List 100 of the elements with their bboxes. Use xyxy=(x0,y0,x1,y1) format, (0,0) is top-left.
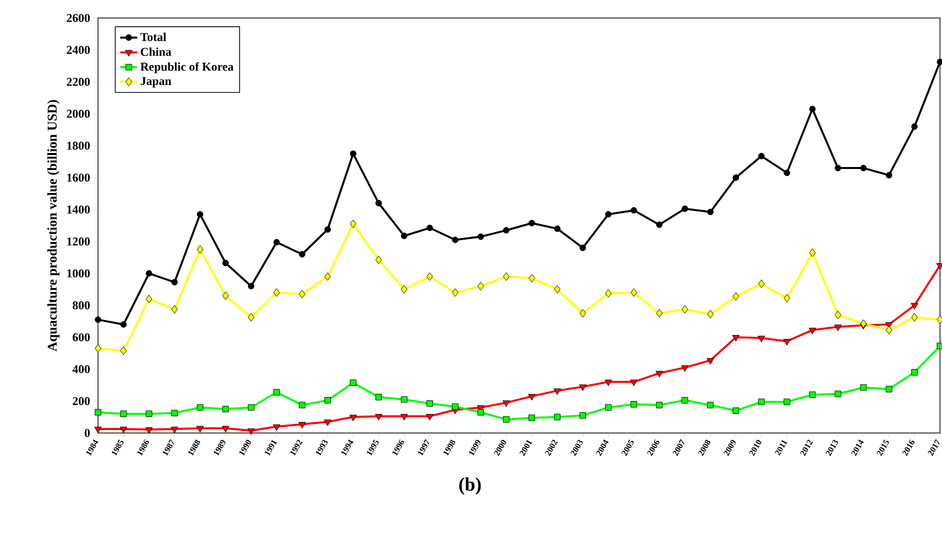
point xyxy=(196,426,204,432)
point xyxy=(452,236,458,244)
point xyxy=(298,290,306,298)
point xyxy=(273,389,280,396)
point xyxy=(324,272,331,281)
y-tick-label: 1400 xyxy=(67,206,90,214)
y-tick-label: 800 xyxy=(72,301,90,310)
point xyxy=(707,208,714,216)
point xyxy=(936,58,942,66)
point xyxy=(886,386,892,392)
point xyxy=(146,294,152,304)
point xyxy=(400,232,408,240)
y-tick-label: 2200 xyxy=(66,78,90,86)
point xyxy=(120,410,127,418)
point xyxy=(222,291,229,300)
point xyxy=(656,402,663,408)
y-tick-label: 1600 xyxy=(67,174,90,182)
point xyxy=(580,309,586,318)
point xyxy=(784,294,790,302)
legend-label: China xyxy=(140,47,172,56)
y-tick-label: 2400 xyxy=(66,46,90,54)
point xyxy=(120,321,127,328)
point xyxy=(350,379,356,386)
point xyxy=(273,239,280,246)
point xyxy=(528,274,536,282)
point xyxy=(656,370,664,378)
point xyxy=(196,211,204,218)
point xyxy=(120,426,128,434)
point xyxy=(809,106,816,112)
point xyxy=(911,123,918,130)
point xyxy=(656,221,663,228)
point xyxy=(171,305,178,314)
text: (b) xyxy=(459,477,481,495)
y-tick-label: 1200 xyxy=(67,237,90,246)
point xyxy=(605,211,612,218)
point xyxy=(349,414,357,422)
y-tick-label: 1000 xyxy=(67,269,90,278)
point xyxy=(426,224,433,232)
point xyxy=(809,248,816,257)
point xyxy=(834,324,842,332)
point xyxy=(758,398,765,406)
point xyxy=(732,407,740,414)
point xyxy=(324,226,331,233)
point xyxy=(248,404,254,411)
point xyxy=(248,282,254,290)
point xyxy=(784,170,790,176)
point xyxy=(604,380,612,386)
point xyxy=(834,390,842,398)
point xyxy=(94,344,102,353)
point xyxy=(247,428,255,435)
y-tick-label: 200 xyxy=(72,397,90,406)
point xyxy=(400,414,408,420)
point xyxy=(554,285,561,294)
point xyxy=(273,288,280,297)
point xyxy=(375,394,382,400)
point xyxy=(732,174,740,181)
point xyxy=(94,409,102,416)
legend-label: Japan xyxy=(140,77,172,88)
point xyxy=(171,278,178,286)
point xyxy=(706,358,714,365)
point xyxy=(808,328,816,334)
point xyxy=(630,401,638,408)
point xyxy=(502,400,510,407)
legend-label: Republic of Korea xyxy=(140,62,234,74)
legend-label: Total xyxy=(140,32,166,42)
y-tick-label: 400 xyxy=(72,365,90,374)
point xyxy=(910,303,918,310)
point xyxy=(196,404,204,411)
y-tick-label: 600 xyxy=(72,333,90,342)
point xyxy=(94,316,102,323)
point xyxy=(860,164,867,172)
point xyxy=(605,289,612,298)
point xyxy=(350,220,356,228)
point xyxy=(784,398,790,406)
point xyxy=(554,225,561,232)
point xyxy=(758,280,765,288)
point xyxy=(834,164,842,172)
point xyxy=(528,414,536,422)
y-tick-label: 0 xyxy=(84,428,90,438)
point xyxy=(171,410,178,416)
point xyxy=(298,250,306,258)
point xyxy=(146,270,152,277)
point xyxy=(426,400,433,407)
y-axis-title: Aquaculture production value (billion USD) xyxy=(47,100,60,352)
point xyxy=(400,396,408,403)
point xyxy=(630,380,638,386)
point xyxy=(503,416,510,423)
point xyxy=(682,305,688,314)
point xyxy=(477,282,484,290)
point xyxy=(272,424,280,431)
point xyxy=(682,206,688,212)
point xyxy=(503,272,510,281)
point xyxy=(783,338,791,346)
point xyxy=(580,244,586,252)
point xyxy=(936,342,942,350)
point xyxy=(375,256,382,264)
point xyxy=(528,394,536,401)
point xyxy=(94,426,102,434)
point xyxy=(886,172,892,178)
point xyxy=(400,285,408,294)
